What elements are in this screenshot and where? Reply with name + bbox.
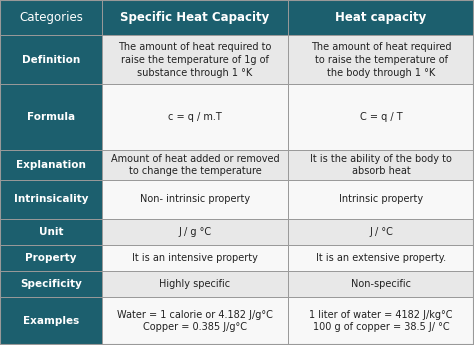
Text: Specificity: Specificity (20, 279, 82, 289)
Text: Water = 1 calorie or 4.182 J/g°C
Copper = 0.385 J/g°C: Water = 1 calorie or 4.182 J/g°C Copper … (117, 310, 273, 333)
Text: C = q / T: C = q / T (360, 112, 402, 122)
Text: Definition: Definition (22, 55, 80, 65)
Bar (102, 0, 288, 35)
Bar (288, 245, 474, 271)
Bar (288, 0, 474, 35)
Bar (102, 85, 288, 150)
Text: Explanation: Explanation (16, 160, 86, 170)
Text: Amount of heat added or removed
to change the temperature: Amount of heat added or removed to chang… (111, 154, 279, 176)
Bar (0, 271, 102, 297)
Bar (102, 297, 288, 345)
Bar (102, 271, 288, 297)
Bar (288, 180, 474, 219)
Text: Formula: Formula (27, 112, 75, 122)
Text: It is an extensive property.: It is an extensive property. (316, 253, 446, 263)
Text: Intrinsicality: Intrinsicality (14, 194, 88, 204)
Text: It is the ability of the body to
absorb heat: It is the ability of the body to absorb … (310, 154, 452, 176)
Bar (288, 219, 474, 245)
Bar (0, 245, 102, 271)
Text: Unit: Unit (39, 227, 63, 237)
Bar (0, 219, 102, 245)
Text: c = q / m.T: c = q / m.T (168, 112, 222, 122)
Text: J / g °C: J / g °C (179, 227, 211, 237)
Text: Heat capacity: Heat capacity (336, 11, 427, 24)
Bar (0, 85, 102, 150)
Bar (288, 271, 474, 297)
Bar (0, 0, 102, 35)
Text: The amount of heat required
to raise the temperature of
the body through 1 °K: The amount of heat required to raise the… (311, 42, 451, 78)
Text: J / °C: J / °C (369, 227, 393, 237)
Bar (0, 35, 102, 85)
Bar (288, 150, 474, 180)
Bar (0, 297, 102, 345)
Text: Non-specific: Non-specific (351, 279, 411, 289)
Bar (288, 35, 474, 85)
Text: Intrinsic property: Intrinsic property (339, 194, 423, 204)
Text: The amount of heat required to
raise the temperature of 1g of
substance through : The amount of heat required to raise the… (118, 42, 272, 78)
Text: Non- intrinsic property: Non- intrinsic property (140, 194, 250, 204)
Text: Highly specific: Highly specific (159, 279, 231, 289)
Bar (102, 35, 288, 85)
Bar (288, 297, 474, 345)
Bar (102, 150, 288, 180)
Text: It is an intensive property: It is an intensive property (132, 253, 258, 263)
Bar (288, 85, 474, 150)
Bar (102, 219, 288, 245)
Text: Examples: Examples (23, 316, 79, 326)
Bar (0, 150, 102, 180)
Text: Property: Property (25, 253, 77, 263)
Text: Categories: Categories (19, 11, 83, 24)
Bar (102, 245, 288, 271)
Text: 1 liter of water = 4182 J/kg°C
100 g of copper = 38.5 J/ °C: 1 liter of water = 4182 J/kg°C 100 g of … (310, 310, 453, 333)
Bar (102, 180, 288, 219)
Text: Specific Heat Capacity: Specific Heat Capacity (120, 11, 270, 24)
Bar (0, 180, 102, 219)
